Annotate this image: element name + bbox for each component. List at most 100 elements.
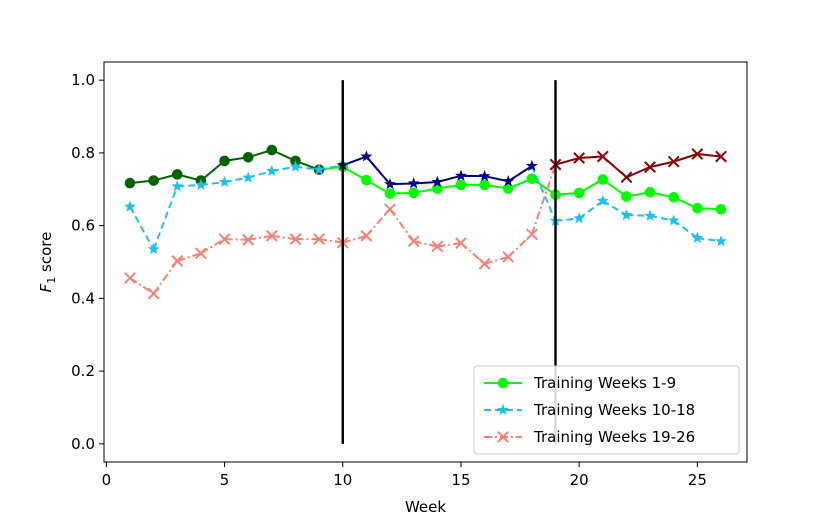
y-axis-label: F1 score (37, 232, 58, 293)
series-2-segment (152, 186, 179, 250)
series-3-point (502, 251, 515, 263)
series-3-segment (626, 166, 651, 179)
series-1-point (171, 169, 183, 180)
series-2-point (124, 200, 136, 212)
legend-marker (497, 377, 509, 389)
x-tick-label: 25 (688, 471, 707, 489)
series-2-segment (129, 206, 155, 250)
plot-area (124, 80, 727, 444)
series-2-segment (697, 237, 722, 243)
series-3-point (242, 233, 255, 246)
series-1-point (597, 174, 609, 185)
series-3-point (360, 229, 373, 242)
series-1-point (408, 187, 419, 199)
series-3-point (455, 237, 467, 249)
legend-label: Training Weeks 1-9 (533, 374, 676, 392)
series-3-segment (697, 153, 722, 158)
series-2-segment (578, 200, 604, 220)
series-1-point (715, 203, 727, 215)
series-2-segment (649, 214, 674, 222)
x-tick-label: 0 (102, 471, 112, 489)
series-1-point (219, 155, 230, 167)
series-1-point (668, 191, 680, 203)
series-3-point (620, 171, 633, 184)
series-3-segment (224, 238, 249, 241)
series-2-segment (507, 165, 533, 183)
y-tick-label: 0.8 (71, 144, 95, 162)
series-3-point (147, 287, 160, 300)
series-1-point (692, 202, 703, 214)
series-2-segment (602, 200, 627, 216)
series-2-point (596, 194, 609, 206)
series-3-segment (579, 155, 603, 159)
series-1-point (644, 186, 656, 198)
series-3-segment (484, 255, 509, 265)
legend-marker (497, 403, 509, 416)
series-2-point (573, 212, 586, 224)
series-3-segment (673, 153, 698, 163)
series-2-point (218, 175, 231, 188)
x-axis-label: Week (405, 498, 446, 516)
series-3-point (289, 233, 302, 245)
series-3-point (667, 155, 680, 168)
series-2-point (620, 208, 633, 221)
series-3-point (124, 272, 136, 284)
y-tick-label: 0.2 (71, 362, 95, 380)
series-2-segment (295, 165, 320, 171)
series-3-segment (530, 164, 557, 235)
series-3-point (478, 257, 491, 270)
series-2-point (715, 235, 727, 247)
series-2-point (384, 177, 396, 190)
series-2-point (242, 171, 255, 183)
x-tick-label: 15 (451, 471, 470, 489)
series-2-point (525, 159, 538, 172)
y-tick-label: 0.4 (71, 289, 95, 307)
series-3-point (525, 228, 538, 241)
series-3-segment (200, 238, 226, 255)
series-2-segment (626, 214, 651, 217)
series-2-segment (177, 183, 201, 188)
series-3-point (691, 148, 704, 160)
series-2-point (431, 175, 444, 188)
series-3-point (573, 152, 586, 164)
series-2-point (289, 160, 302, 172)
series-2-point (667, 214, 680, 226)
series-2-point (171, 180, 184, 192)
legend-item-2: Training Weeks 10-18 (484, 401, 695, 419)
series-1-point (432, 183, 443, 194)
x-tick-label: 10 (333, 471, 352, 489)
series-2-segment (390, 182, 414, 186)
series-3-segment (342, 234, 367, 244)
series-3-segment (152, 260, 179, 295)
series-1-point (526, 173, 538, 185)
series-3-point (407, 235, 420, 248)
series-markers (124, 144, 727, 300)
series-3-point (644, 161, 656, 173)
x-tick-label: 5 (220, 471, 230, 489)
series-3-segment (413, 240, 438, 248)
series-3-point (715, 150, 727, 163)
series-1-point (266, 144, 278, 156)
y-tick-label: 0.6 (71, 217, 95, 235)
legend-marker (497, 431, 509, 443)
series-2-point (360, 150, 373, 162)
series-3-segment (649, 160, 674, 169)
series-3-segment (248, 234, 273, 241)
axes-frame (103, 61, 748, 463)
series-1-point (384, 188, 396, 199)
legend-label: Training Weeks 10-18 (533, 401, 695, 419)
series-3-segment (318, 238, 343, 244)
series-1-point (502, 183, 514, 194)
series-2-segment (530, 165, 557, 222)
series-3-point (195, 247, 207, 260)
series-2-point (407, 177, 420, 189)
legend: Training Weeks 1-9 Training Weeks 10-18 Tr… (473, 365, 740, 455)
legend-item-1: Training Weeks 1-9 (484, 374, 676, 392)
series-2-point (455, 169, 467, 181)
series-3-point (384, 203, 396, 216)
series-2-point (644, 209, 656, 221)
series-2-point (502, 175, 515, 187)
series-1-point (124, 177, 136, 189)
series-2-segment (365, 155, 391, 185)
